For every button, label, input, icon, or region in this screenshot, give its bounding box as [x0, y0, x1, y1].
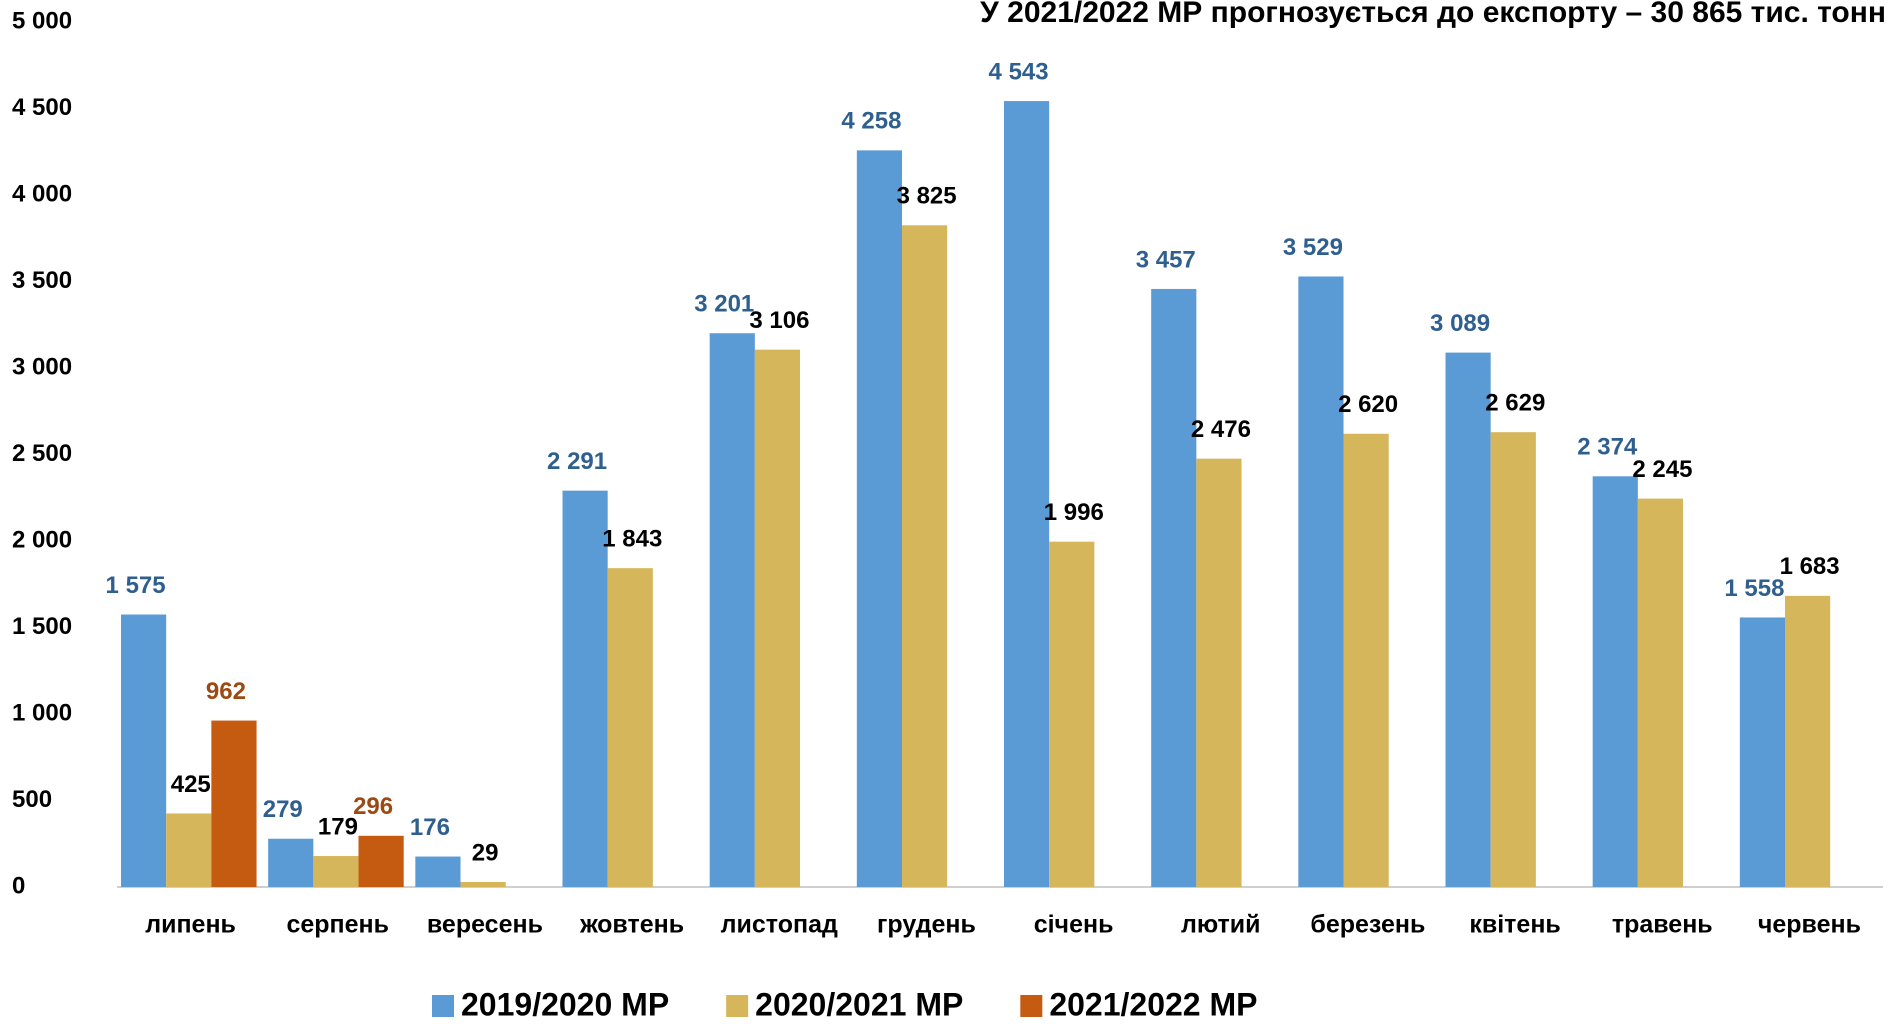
value-label: 2 476: [1191, 416, 1251, 443]
bar: [1196, 458, 1242, 887]
y-tick-label: 500: [12, 786, 52, 813]
chart-title: У 2021/2022 МР прогнозується до експорту…: [980, 0, 1886, 29]
x-tick-label: січень: [1034, 911, 1114, 939]
y-tick-label: 4 000: [12, 180, 72, 207]
legend-swatch: [432, 995, 454, 1017]
legend-label: 2020/2021 МР: [755, 986, 963, 1022]
y-tick-label: 1 500: [12, 613, 72, 640]
legend-label: 2019/2020 МР: [461, 986, 669, 1022]
value-label: 962: [206, 678, 246, 705]
value-label: 1 683: [1780, 553, 1840, 580]
x-tick-label: серпень: [286, 911, 389, 939]
y-tick-label: 2 000: [12, 526, 72, 553]
value-label: 2 620: [1338, 391, 1398, 418]
bar: [1637, 498, 1684, 887]
bar: [268, 838, 314, 887]
y-tick-label: 0: [12, 872, 25, 899]
value-label: 2 291: [547, 448, 607, 475]
bar: [1592, 476, 1638, 887]
bar: [121, 614, 167, 887]
x-tick-label: липень: [145, 911, 236, 939]
value-label: 279: [263, 796, 303, 823]
bar: [211, 720, 257, 887]
x-tick-label: жовтень: [579, 911, 684, 939]
value-label: 4 543: [989, 58, 1049, 85]
bar: [1151, 288, 1197, 888]
legend-label: 2021/2022 МР: [1049, 986, 1257, 1022]
x-tick-label: квітень: [1469, 911, 1560, 939]
bar: [902, 225, 948, 887]
bar: [562, 490, 608, 887]
y-tick-label: 2 500: [12, 440, 72, 467]
bar: [460, 881, 506, 887]
bar: [709, 333, 755, 887]
bar: [754, 349, 801, 887]
value-label: 3 457: [1136, 246, 1196, 273]
bar: [1049, 541, 1095, 887]
x-tick-label: листопад: [721, 911, 838, 939]
bar: [607, 568, 653, 887]
value-label: 3 825: [897, 183, 957, 210]
bar: [166, 813, 212, 887]
value-label: 425: [171, 771, 211, 798]
x-tick-label: травень: [1612, 911, 1713, 939]
value-label: 179: [318, 813, 358, 840]
value-label: 3 089: [1430, 310, 1490, 337]
bar: [1004, 101, 1050, 888]
value-label: 296: [353, 793, 393, 820]
value-label: 3 529: [1283, 234, 1343, 261]
bar: [358, 835, 404, 887]
bar: [856, 150, 903, 888]
y-tick-label: 5 000: [12, 7, 72, 34]
x-tick-label: грудень: [877, 911, 976, 939]
bar: [1490, 432, 1536, 887]
x-tick-label: лютий: [1181, 911, 1261, 939]
bar: [1298, 276, 1344, 887]
bar: [1785, 595, 1831, 887]
value-label: 3 201: [694, 291, 754, 318]
bar: [415, 856, 461, 887]
x-tick-label: березень: [1310, 911, 1425, 939]
y-tick-label: 1 000: [12, 699, 72, 726]
value-label: 4 258: [841, 108, 901, 135]
value-label: 1 558: [1724, 575, 1784, 602]
value-label: 2 374: [1577, 434, 1638, 461]
value-label: 1 843: [602, 526, 662, 553]
bar: [313, 856, 359, 887]
value-label: 1 996: [1044, 499, 1104, 526]
value-label: 3 106: [749, 307, 809, 334]
y-tick-label: 3 500: [12, 267, 72, 294]
bar: [1739, 617, 1786, 887]
legend-swatch: [726, 995, 749, 1017]
x-tick-label: вересень: [427, 911, 543, 939]
bar: [1343, 433, 1389, 887]
legend-swatch: [1020, 995, 1043, 1017]
x-tick-label: червень: [1758, 911, 1861, 939]
bar: [1445, 352, 1491, 887]
value-label: 2 245: [1632, 456, 1692, 483]
y-tick-label: 4 500: [12, 94, 72, 121]
value-label: 29: [472, 839, 499, 866]
value-label: 176: [410, 814, 450, 841]
value-label: 1 575: [106, 572, 166, 599]
y-tick-label: 3 000: [12, 353, 72, 380]
value-label: 2 629: [1485, 390, 1545, 417]
